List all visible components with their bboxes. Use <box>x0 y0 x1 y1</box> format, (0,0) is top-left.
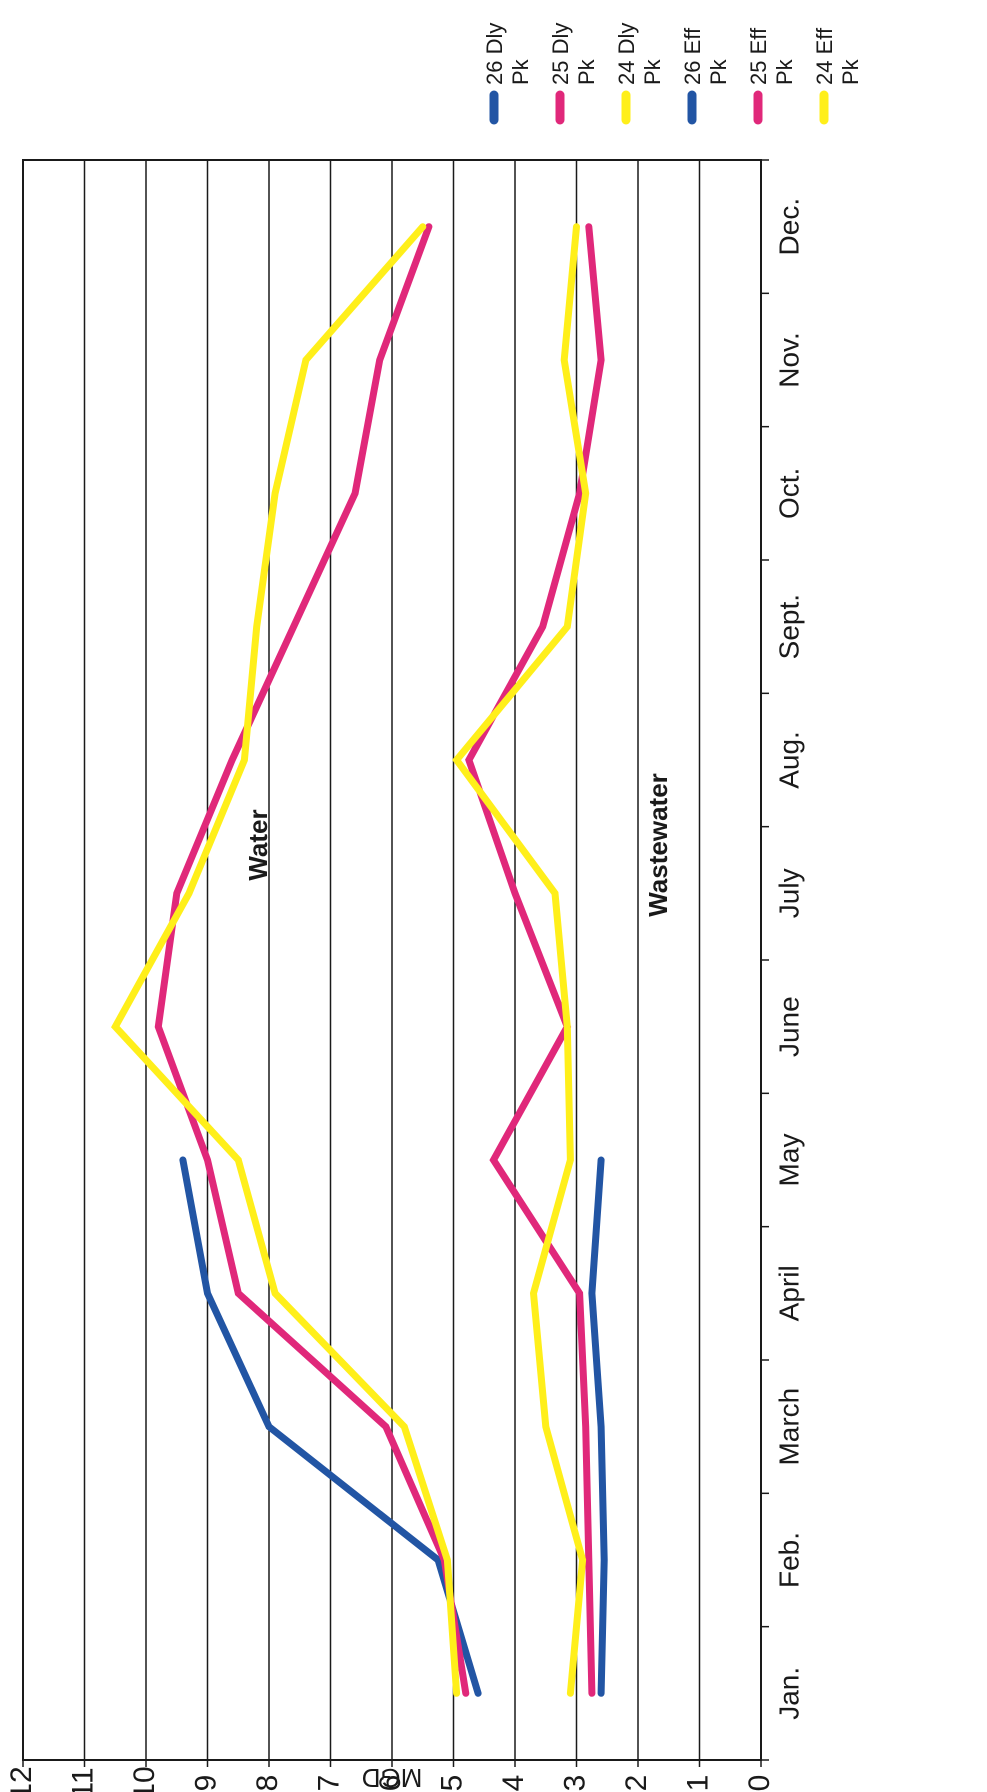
legend-label: 26 Eff <box>680 27 705 85</box>
legend-label: Pk <box>772 58 797 85</box>
x-tick-label: Aug. <box>773 731 804 789</box>
legend-label: 24 Eff <box>812 27 837 85</box>
y-tick-label: 6 <box>374 1775 407 1792</box>
y-tick-label: 8 <box>251 1775 284 1792</box>
x-tick-label: April <box>773 1265 804 1321</box>
legend-label: Pk <box>640 58 665 85</box>
y-tick-label: 3 <box>558 1775 591 1792</box>
y-tick-label: 1 <box>681 1775 714 1792</box>
legend-label: Pk <box>838 58 863 85</box>
x-tick-label: May <box>773 1134 804 1187</box>
x-tick-label: Jan. <box>773 1667 804 1720</box>
y-axis-title: MGD <box>362 1763 423 1792</box>
x-tick-label: Feb. <box>773 1532 804 1588</box>
annotation: Water <box>243 809 273 880</box>
legend: 26 Dly Pk 25 Dly Pk 24 Dly Pk 26 Eff Pk 25 Eff Pk… <box>482 23 863 125</box>
x-tick-label: June <box>773 996 804 1057</box>
legend-label: Pk <box>574 58 599 85</box>
y-tick-label: 5 <box>435 1775 468 1792</box>
legend-label: 24 Dly <box>614 23 639 85</box>
legend-label: Pk <box>706 58 731 85</box>
legend-label: Pk <box>508 58 533 85</box>
series-line <box>154 223 470 1697</box>
series-line <box>111 223 461 1697</box>
y-tick-label: 11 <box>66 1767 99 1792</box>
annotation: Wastewater <box>643 773 673 917</box>
x-tick-label: July <box>773 868 804 918</box>
y-tick-label: 4 <box>497 1775 530 1792</box>
labels: 0123456789101112Jan.Feb.MarchAprilMayJun… <box>5 198 804 1792</box>
y-tick-label: 10 <box>128 1766 161 1792</box>
axes <box>22 159 769 1767</box>
legend-label: 25 Eff <box>746 27 771 85</box>
x-tick-label: Nov. <box>773 332 804 388</box>
x-tick-label: Oct. <box>773 468 804 519</box>
series-line <box>452 223 590 1697</box>
y-tick-label: 9 <box>189 1775 222 1792</box>
legend-label: 26 Dly <box>482 23 507 85</box>
series-line <box>588 1156 608 1697</box>
x-tick-label: Sept. <box>773 594 804 659</box>
legend-label: 25 Dly <box>548 23 573 85</box>
y-tick-label: 12 <box>5 1766 38 1792</box>
x-tick-label: March <box>773 1388 804 1466</box>
x-tick-label: Dec. <box>773 198 804 256</box>
y-tick-label: 7 <box>312 1775 345 1792</box>
y-tick-label: 0 <box>743 1775 776 1792</box>
y-tick-label: 2 <box>620 1775 653 1792</box>
series-lines <box>111 223 608 1697</box>
